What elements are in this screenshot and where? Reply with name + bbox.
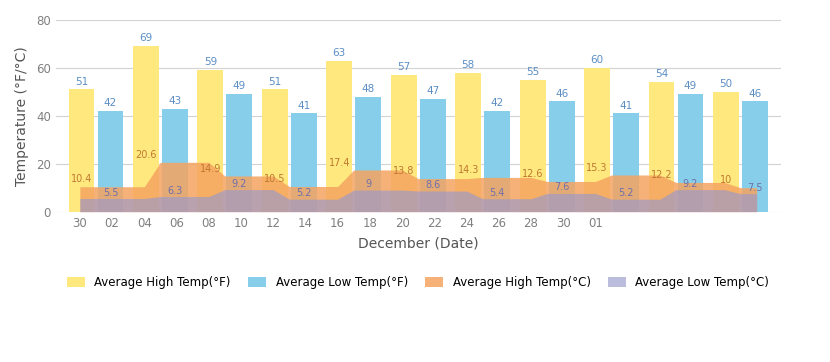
Bar <box>262 89 288 212</box>
Text: 10: 10 <box>720 175 732 185</box>
Text: 58: 58 <box>461 60 475 70</box>
Bar <box>162 109 188 212</box>
Text: 48: 48 <box>362 84 375 94</box>
Text: 41: 41 <box>297 101 310 110</box>
Text: 49: 49 <box>684 81 697 91</box>
Text: 46: 46 <box>555 89 569 98</box>
Text: 5.2: 5.2 <box>618 188 634 198</box>
Bar <box>484 111 510 212</box>
Text: 9.2: 9.2 <box>683 179 698 189</box>
Bar <box>713 92 739 212</box>
Text: 9: 9 <box>365 179 371 189</box>
Bar <box>742 101 768 212</box>
Legend: Average High Temp(°F), Average Low Temp(°F), Average High Temp(°C), Average Low : Average High Temp(°F), Average Low Temp(… <box>62 271 774 294</box>
Bar <box>69 89 95 212</box>
Bar <box>456 73 481 212</box>
Text: 14.9: 14.9 <box>200 164 221 173</box>
Text: 51: 51 <box>268 77 281 87</box>
Text: 51: 51 <box>75 77 88 87</box>
Y-axis label: Temperature (°F/°C): Temperature (°F/°C) <box>15 46 29 186</box>
Text: 14.3: 14.3 <box>457 165 479 175</box>
Bar <box>391 75 417 212</box>
Bar <box>355 97 381 212</box>
Text: 5.5: 5.5 <box>103 188 118 198</box>
Text: 7.6: 7.6 <box>554 182 569 193</box>
Text: 63: 63 <box>333 48 346 58</box>
Bar <box>613 113 639 212</box>
Text: 46: 46 <box>749 89 762 98</box>
Bar <box>133 46 159 212</box>
Bar <box>520 80 545 212</box>
Text: 13.8: 13.8 <box>393 166 414 176</box>
Text: 54: 54 <box>655 70 668 79</box>
Bar <box>198 70 223 212</box>
Bar <box>291 113 317 212</box>
Text: 42: 42 <box>104 98 117 108</box>
Text: 15.3: 15.3 <box>586 163 608 173</box>
Text: 10.5: 10.5 <box>264 174 286 184</box>
Text: 6.3: 6.3 <box>168 186 183 195</box>
Text: 43: 43 <box>168 96 182 106</box>
Text: 42: 42 <box>491 98 504 108</box>
Bar <box>584 68 610 212</box>
Text: 7.5: 7.5 <box>747 183 763 193</box>
Bar <box>227 94 252 212</box>
Text: 59: 59 <box>203 58 217 67</box>
Text: 50: 50 <box>720 79 733 89</box>
Text: 20.6: 20.6 <box>135 150 157 160</box>
X-axis label: December (Date): December (Date) <box>358 236 479 251</box>
Text: 5.2: 5.2 <box>296 188 311 198</box>
Bar <box>420 99 446 212</box>
Text: 9.2: 9.2 <box>232 179 247 189</box>
Text: 12.2: 12.2 <box>651 170 672 180</box>
Text: 55: 55 <box>526 67 540 77</box>
Bar <box>677 94 704 212</box>
Text: 60: 60 <box>590 55 603 65</box>
Text: 47: 47 <box>426 86 439 96</box>
Text: 12.6: 12.6 <box>522 169 544 179</box>
Text: 49: 49 <box>232 81 246 91</box>
Text: 41: 41 <box>619 101 632 110</box>
Text: 10.4: 10.4 <box>71 174 92 184</box>
Text: 69: 69 <box>139 33 153 43</box>
Bar <box>649 82 675 212</box>
Text: 57: 57 <box>397 62 410 72</box>
Text: 5.4: 5.4 <box>490 188 505 198</box>
Bar <box>326 61 352 212</box>
Bar <box>98 111 124 212</box>
Text: 17.4: 17.4 <box>329 157 350 168</box>
Bar <box>549 101 574 212</box>
Text: 8.6: 8.6 <box>425 180 441 190</box>
